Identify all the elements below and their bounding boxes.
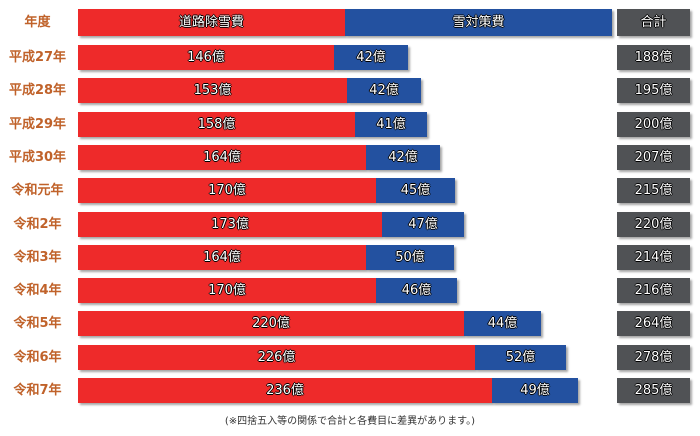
bar-series2: 47億 <box>382 212 464 237</box>
bar-series1: 220億 <box>78 311 464 336</box>
footnote: (※四捨五入等の関係で合計と各費目に差異があります。) <box>224 416 476 427</box>
bar-series1: 164億 <box>78 245 366 270</box>
header-total: 合計 <box>617 9 690 36</box>
year-label: 令和2年 <box>13 217 62 232</box>
total-label: 278億 <box>617 345 690 370</box>
header-series1: 道路除雪費 <box>78 9 345 36</box>
bar-series1: 170億 <box>78 278 376 303</box>
bar-series1: 173億 <box>78 212 382 237</box>
year-label: 平成27年 <box>8 50 67 65</box>
year-label: 平成28年 <box>8 83 67 98</box>
total-label: 285億 <box>617 378 690 403</box>
year-label: 令和4年 <box>13 283 62 298</box>
bar-series2: 42億 <box>334 45 408 70</box>
total-label: 216億 <box>617 278 690 303</box>
total-label: 264億 <box>617 311 690 336</box>
bar-series2: 42億 <box>347 78 421 103</box>
year-label: 令和6年 <box>13 350 62 365</box>
bar-series2: 42億 <box>366 145 440 170</box>
year-label: 令和3年 <box>13 250 62 265</box>
total-label: 220億 <box>617 212 690 237</box>
bar-series2: 44億 <box>464 311 541 336</box>
bar-series1: 146億 <box>78 45 334 70</box>
bar-series1: 153億 <box>78 78 347 103</box>
total-label: 207億 <box>617 145 690 170</box>
year-label: 令和7年 <box>13 383 62 398</box>
total-label: 215億 <box>617 178 690 203</box>
year-label: 平成29年 <box>8 117 67 132</box>
bar-series1: 164億 <box>78 145 366 170</box>
bar-series1: 158億 <box>78 112 355 137</box>
total-label: 188億 <box>617 45 690 70</box>
total-label: 195億 <box>617 78 690 103</box>
year-label: 令和5年 <box>13 316 62 331</box>
header-year: 年度 <box>24 15 51 30</box>
bar-series2: 41億 <box>355 112 427 137</box>
year-label: 令和元年 <box>11 183 64 198</box>
bar-series2: 50億 <box>366 245 454 270</box>
total-label: 200億 <box>617 112 690 137</box>
year-label: 平成30年 <box>8 150 67 165</box>
total-label: 214億 <box>617 245 690 270</box>
header-series2: 雪対策費 <box>345 9 612 36</box>
bar-series1: 226億 <box>78 345 475 370</box>
bar-series2: 45億 <box>376 178 455 203</box>
bar-series2: 52億 <box>475 345 566 370</box>
bar-series1: 236億 <box>78 378 492 403</box>
bar-series2: 49億 <box>492 378 578 403</box>
bar-series2: 46億 <box>376 278 457 303</box>
bar-series1: 170億 <box>78 178 376 203</box>
